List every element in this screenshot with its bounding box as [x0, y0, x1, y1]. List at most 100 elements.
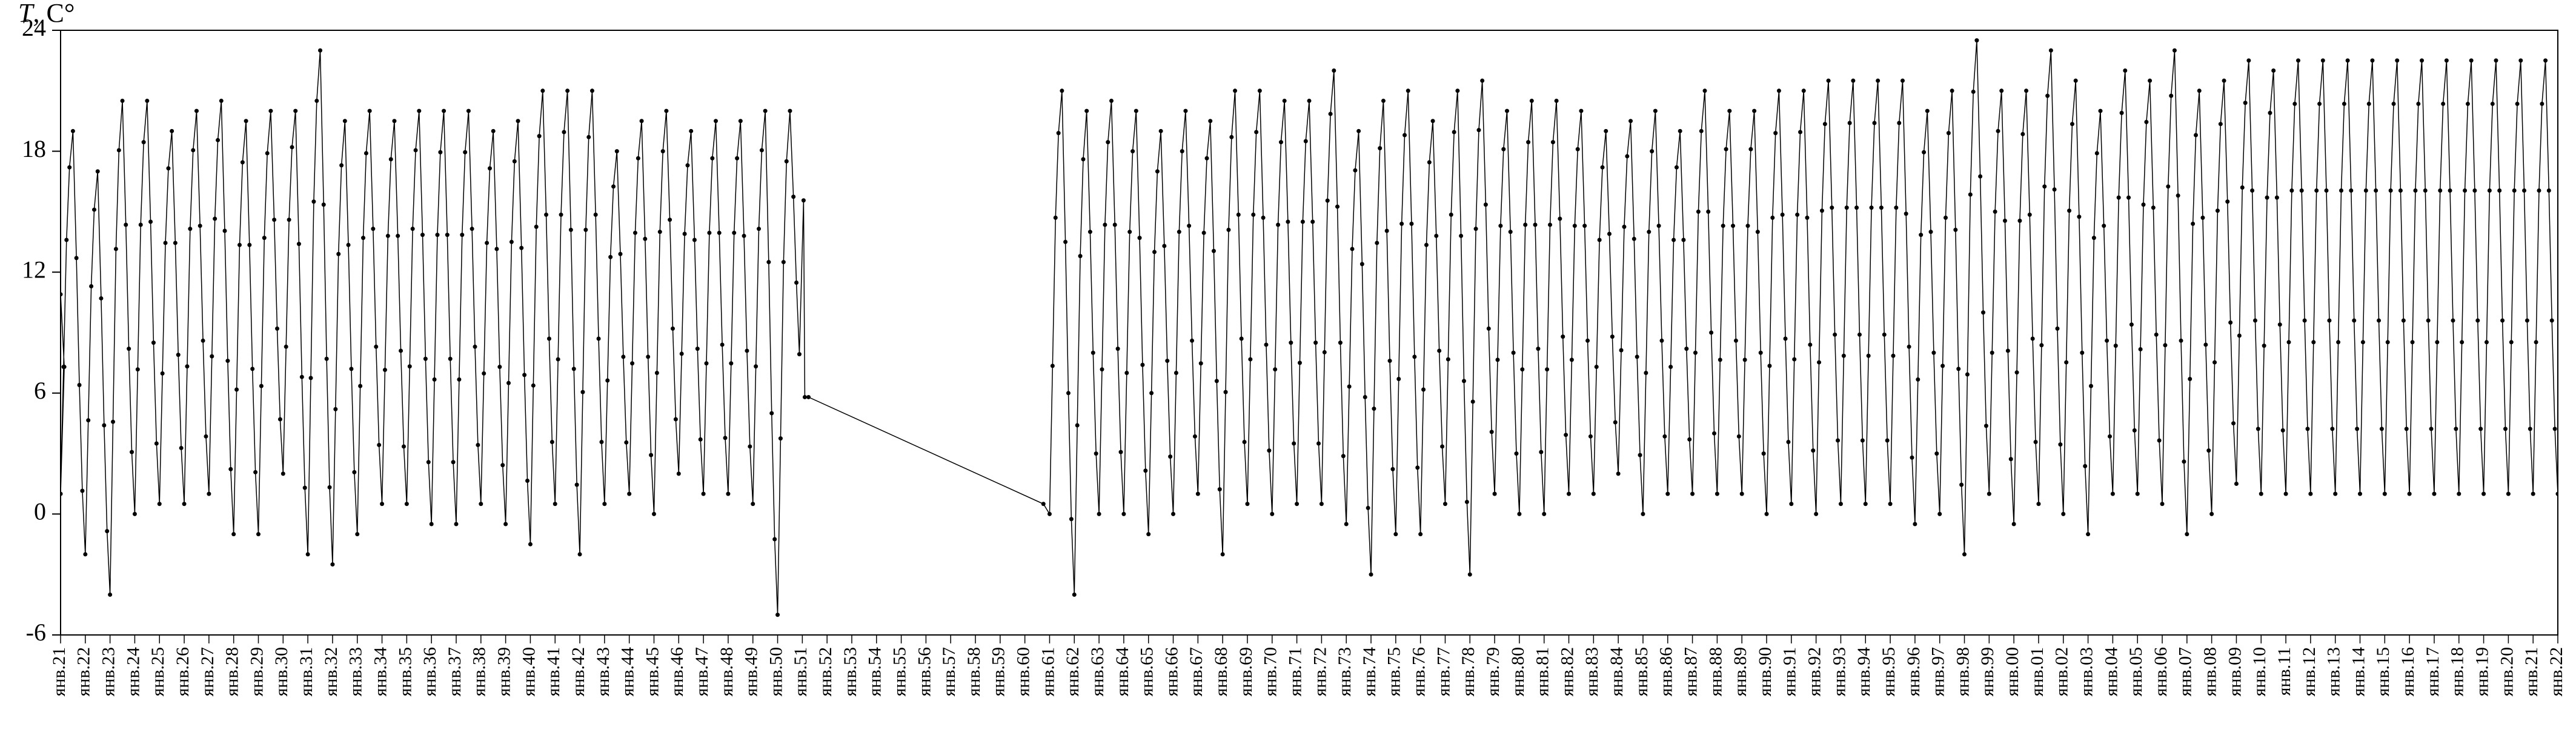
x-tick-label: янв.79 — [1483, 647, 1503, 697]
data-point — [1490, 430, 1494, 434]
data-point — [1202, 231, 1206, 235]
data-point — [1999, 88, 2003, 93]
data-point — [2472, 188, 2477, 193]
data-point — [207, 492, 211, 496]
data-point — [265, 151, 270, 155]
data-point — [1316, 441, 1321, 445]
data-point — [1468, 573, 1472, 577]
data-point — [1644, 371, 1648, 375]
data-point — [2015, 370, 2019, 374]
data-point — [2314, 188, 2319, 193]
data-point — [2133, 428, 2137, 433]
x-tick-label: янв.46 — [667, 647, 687, 697]
data-point — [1047, 512, 1052, 516]
data-point — [1777, 88, 1781, 93]
data-point — [1196, 492, 1200, 496]
data-point — [457, 377, 461, 382]
data-point — [2330, 427, 2334, 431]
data-point — [2262, 344, 2266, 348]
data-point — [491, 129, 496, 133]
x-tick-label: янв.91 — [1780, 647, 1800, 697]
data-point — [1743, 357, 1747, 362]
data-point — [2058, 442, 2062, 447]
data-point — [2268, 111, 2272, 115]
data-point — [1215, 379, 1219, 383]
data-point — [1084, 109, 1089, 113]
data-point — [751, 502, 755, 506]
data-point — [562, 130, 566, 135]
data-point — [1990, 351, 1994, 355]
data-point — [2537, 188, 2541, 193]
data-point — [185, 364, 189, 368]
data-point — [1415, 465, 1419, 470]
data-point — [2160, 502, 2165, 506]
data-point — [2083, 464, 2087, 468]
data-point — [1221, 552, 1225, 556]
data-point — [2528, 427, 2532, 431]
data-point — [1487, 327, 1491, 331]
x-tick-label: янв.22 — [74, 647, 94, 697]
data-point — [791, 194, 795, 199]
data-point — [578, 552, 582, 556]
x-tick-label: янв.32 — [321, 647, 341, 697]
data-point — [198, 224, 202, 228]
data-point — [1616, 471, 1621, 476]
x-tick-label: янв.44 — [618, 647, 638, 697]
data-point — [191, 148, 195, 152]
data-point — [2339, 188, 2343, 193]
data-point — [2259, 492, 2263, 496]
data-point — [414, 148, 418, 152]
data-point — [2534, 340, 2538, 344]
data-point — [710, 156, 714, 161]
data-point — [111, 420, 115, 424]
data-point — [2271, 68, 2276, 73]
data-point — [1845, 205, 1849, 210]
data-point — [1625, 154, 1629, 158]
data-point — [1857, 333, 1862, 337]
data-point — [75, 256, 79, 260]
data-point — [797, 352, 802, 356]
data-point — [1474, 227, 1478, 231]
data-point — [1446, 357, 1450, 362]
data-point — [2250, 188, 2254, 193]
data-point — [1940, 364, 1945, 368]
data-point — [1237, 213, 1241, 217]
data-point — [2478, 427, 2483, 431]
data-point — [658, 230, 662, 234]
data-point — [210, 354, 214, 359]
data-point — [231, 532, 236, 536]
data-point — [500, 463, 505, 467]
data-point — [2064, 360, 2068, 365]
data-point — [2012, 522, 2016, 526]
data-point — [2039, 343, 2043, 347]
data-point — [528, 542, 533, 546]
data-point — [1254, 130, 1258, 135]
data-point — [1861, 438, 1865, 442]
y-tick-label: 6 — [34, 377, 46, 404]
data-point — [513, 159, 517, 164]
data-point — [2182, 459, 2186, 463]
x-tick-label: янв.25 — [148, 647, 168, 697]
data-point — [685, 163, 689, 167]
data-point — [1731, 224, 1735, 228]
data-point — [445, 233, 450, 237]
data-point — [1174, 371, 1178, 375]
data-point — [1588, 434, 1593, 439]
data-point — [2281, 428, 2285, 433]
x-tick-label: янв.49 — [742, 647, 762, 697]
data-point — [237, 243, 242, 247]
data-point — [1879, 205, 1884, 210]
data-point — [2086, 532, 2090, 536]
data-point — [2231, 421, 2236, 425]
data-point — [1304, 139, 1308, 143]
data-point — [1548, 223, 1552, 227]
data-point — [158, 502, 162, 506]
data-point — [1601, 165, 1605, 170]
x-tick-label: янв.47 — [692, 647, 712, 697]
data-point — [2148, 79, 2152, 83]
data-point — [1094, 451, 1098, 456]
data-point — [1802, 88, 1806, 93]
data-point — [1659, 339, 1664, 343]
x-tick-label: янв.61 — [1038, 647, 1058, 697]
data-point — [358, 384, 362, 388]
